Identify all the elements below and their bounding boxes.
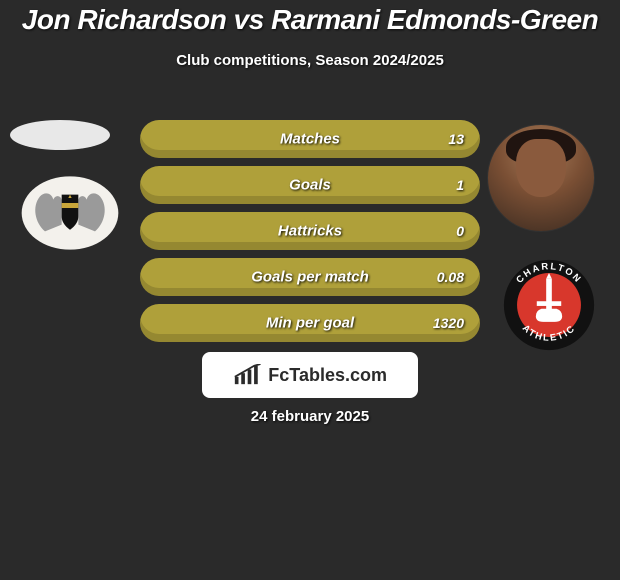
stats-container: Matches 13 Goals 1 Hattricks 0 Goals per… — [140, 120, 480, 350]
stat-row: Hattricks 0 — [140, 212, 480, 250]
stat-row: Matches 13 — [140, 120, 480, 158]
stat-row: Goals 1 — [140, 166, 480, 204]
stat-row: Min per goal 1320 — [140, 304, 480, 342]
club-left-crest — [20, 172, 120, 254]
stat-value-right: 1 — [456, 177, 464, 193]
player-right-avatar — [488, 125, 594, 231]
brand-badge: FcTables.com — [202, 352, 418, 398]
stat-value-right: 13 — [448, 131, 464, 147]
club-right-crest: CHARLTON ATHLETIC — [502, 258, 596, 352]
stat-label: Matches — [280, 131, 340, 148]
stat-row: Goals per match 0.08 — [140, 258, 480, 296]
stat-label: Goals — [289, 177, 331, 194]
subtitle: Club competitions, Season 2024/2025 — [0, 52, 620, 69]
stat-label: Hattricks — [278, 223, 342, 240]
brand-text: FcTables.com — [268, 365, 387, 386]
page-title: Jon Richardson vs Rarmani Edmonds-Green — [0, 0, 620, 36]
stat-label: Min per goal — [266, 315, 354, 332]
stat-value-right: 0.08 — [437, 269, 464, 285]
stat-value-right: 1320 — [433, 315, 464, 331]
stat-label: Goals per match — [251, 269, 369, 286]
player-left-avatar — [10, 120, 110, 150]
stat-value-right: 0 — [456, 223, 464, 239]
date: 24 february 2025 — [0, 408, 620, 425]
comparison-card: Jon Richardson vs Rarmani Edmonds-Green … — [0, 0, 620, 580]
chart-icon — [233, 364, 262, 386]
